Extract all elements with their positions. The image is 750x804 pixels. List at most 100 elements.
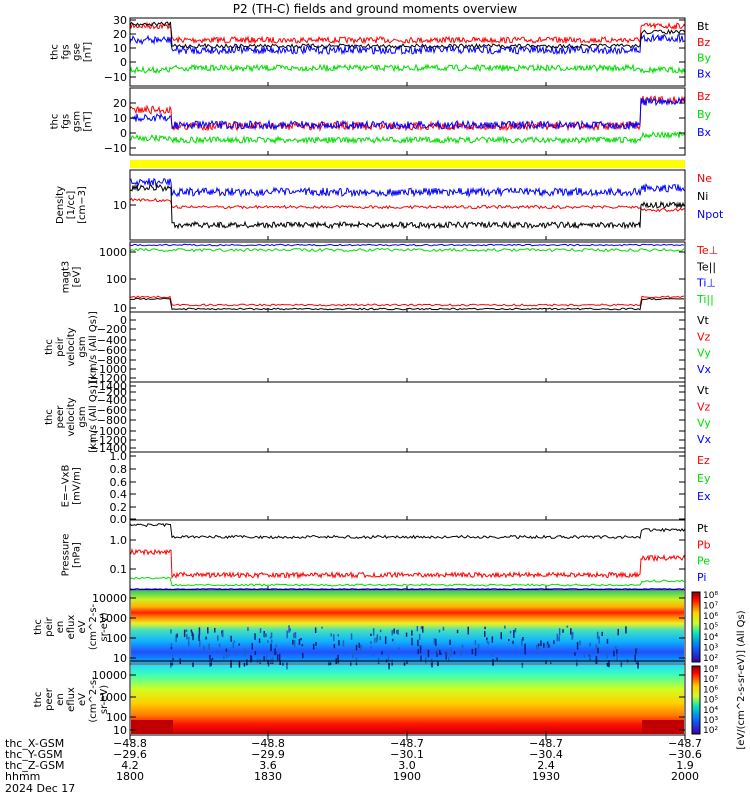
ytick-label-density-0: 10 xyxy=(113,199,127,212)
spectrogram-noise xyxy=(298,639,301,645)
spectrogram-noise xyxy=(398,647,400,650)
spectrogram-noise xyxy=(484,626,486,630)
legend-efield-Ey: Ey xyxy=(697,472,711,485)
spectrogram-noise xyxy=(562,629,564,633)
spectrogram-noise xyxy=(259,628,262,633)
spectrogram-noise xyxy=(286,662,288,670)
legend-pressure-Pi: Pi xyxy=(697,571,706,584)
ylabel-density-0: Density xyxy=(55,186,66,224)
ytick-label-fgs-gse-2: 10 xyxy=(113,42,127,55)
spectrogram-noise xyxy=(238,661,241,668)
spectrogram-noise xyxy=(461,644,464,649)
ylabel-peer-spec-0: thc xyxy=(33,692,44,708)
legend-peer-velocity-Vt: Vt xyxy=(697,384,710,397)
spectrogram-noise xyxy=(372,628,375,636)
spectrogram-noise xyxy=(514,628,517,633)
ytick-label-peer-velocity-2: −600 xyxy=(97,404,127,417)
legend-fgs-gse-By: By xyxy=(697,52,712,65)
spectrogram-noise xyxy=(275,644,277,648)
spectrogram-noise xyxy=(597,647,599,654)
spectrogram-noise xyxy=(170,643,173,648)
spectrogram-noise xyxy=(576,659,578,667)
xaxis-value-1-2: −30.1 xyxy=(390,748,424,761)
spectrogram-noise xyxy=(384,636,387,644)
spectrogram-noise xyxy=(269,636,272,639)
spectrogram-noise xyxy=(321,626,323,629)
ylabel-fgs-gsm-2: gsm xyxy=(72,111,83,132)
spectrogram-noise xyxy=(574,652,576,656)
colorbar-tick-top-5: 10³ xyxy=(703,644,718,654)
spectrogram-noise xyxy=(208,643,210,650)
spectrogram-noise xyxy=(294,632,297,639)
spectrogram-noise xyxy=(350,660,352,667)
spectrogram-noise xyxy=(230,635,232,642)
ylabel-peer-velocity-2: velocity xyxy=(66,397,77,436)
ylabel-peer-spec-5: (cm^2-s- xyxy=(88,676,99,723)
colorbar-tick-bottom-0: 10⁸ xyxy=(703,665,718,675)
ytick-label-efield-5: 0.0 xyxy=(110,513,128,526)
xaxis-value-0-0: −48.8 xyxy=(113,737,147,750)
spectrogram-noise xyxy=(207,627,209,634)
spectrogram-noise xyxy=(589,642,591,647)
ytick-label-fgs-gsm-0: 20 xyxy=(113,97,127,110)
spectrogram-noise xyxy=(521,639,523,646)
spectrogram-noise xyxy=(312,643,315,650)
xaxis-value-1-4: −30.6 xyxy=(668,748,702,761)
spectrogram-noise xyxy=(420,655,422,661)
ylabel-peir-spec-3: eflux xyxy=(66,615,77,640)
series-ne xyxy=(129,197,686,213)
series-bx-gse xyxy=(129,33,685,56)
ytick-label-peer-velocity-3: −800 xyxy=(97,414,127,427)
spectrogram-noise xyxy=(292,639,294,645)
spectrogram-noise xyxy=(438,629,441,633)
legend-peir-velocity-Vt: Vt xyxy=(697,314,710,327)
panel-frame-peer-velocity xyxy=(129,381,686,453)
colorbar-tick-bottom-6: 10² xyxy=(703,726,718,736)
spectrogram-noise xyxy=(247,627,249,631)
legend-fgs-gsm-By: By xyxy=(697,108,712,121)
ytick-label-pressure-0: 1.0 xyxy=(110,534,128,547)
spectrogram-noise xyxy=(417,639,419,647)
spectrogram-noise xyxy=(199,640,201,647)
colorbar-tick-top-4: 10⁴ xyxy=(703,633,718,643)
spectrogram-noise xyxy=(513,630,515,638)
spectrogram-noise xyxy=(337,634,339,637)
spectrogram-noise xyxy=(333,634,335,641)
ytick-label-peir-velocity-6: −1200 xyxy=(90,372,127,385)
ylabel-peir-spec-5: (cm^2-s- xyxy=(88,603,99,650)
legend-fgs-gse-Bz: Bz xyxy=(697,36,711,49)
legend-pressure-Pb: Pb xyxy=(697,538,711,551)
spectrogram-noise xyxy=(171,654,174,659)
spectrogram-noise xyxy=(221,630,223,634)
ylabel-peer-spec-2: en xyxy=(55,693,66,706)
spectrogram-noise xyxy=(376,636,378,643)
spectrogram-noise xyxy=(422,626,424,633)
ytick-label-peer-velocity-6: −1400 xyxy=(90,442,127,455)
legend-peer-velocity-Vx: Vx xyxy=(697,433,712,446)
spectrogram-noise xyxy=(537,643,540,647)
ylabel-peir-spec-6: sr-eV) xyxy=(99,612,110,641)
spectrogram-noise xyxy=(274,648,276,656)
ytick-label-efield-0: 1.0 xyxy=(110,450,128,463)
xaxis-value-2-2: 3.0 xyxy=(398,759,416,772)
ylabel-peir-velocity-0: thc xyxy=(44,339,55,355)
series-by-gse xyxy=(129,63,686,75)
legend-temp-Ti⊥: Ti⊥ xyxy=(696,277,716,290)
ytick-label-pressure-1: 0.1 xyxy=(110,563,128,576)
spectrogram-noise xyxy=(264,633,266,638)
spectrogram-peer-lowband-left xyxy=(131,720,173,734)
spectrogram-noise xyxy=(521,662,524,668)
xaxis-value-1-0: −29.6 xyxy=(113,748,147,761)
xaxis-value-2-1: 3.6 xyxy=(259,759,277,772)
spectrogram-noise xyxy=(486,640,489,643)
panel-frame-temp xyxy=(129,241,686,313)
legend-fgs-gsm-Bz: Bz xyxy=(697,90,711,103)
spectrogram-noise xyxy=(453,651,456,655)
spectrogram-noise xyxy=(372,654,375,657)
spectrogram-noise xyxy=(579,640,581,646)
ylabel-peer-spec-3: eflux xyxy=(66,687,77,712)
spectrogram-noise xyxy=(176,633,178,638)
xaxis-row-label-0: thc_X-GSM xyxy=(5,737,64,750)
spectrogram-noise xyxy=(606,638,609,644)
